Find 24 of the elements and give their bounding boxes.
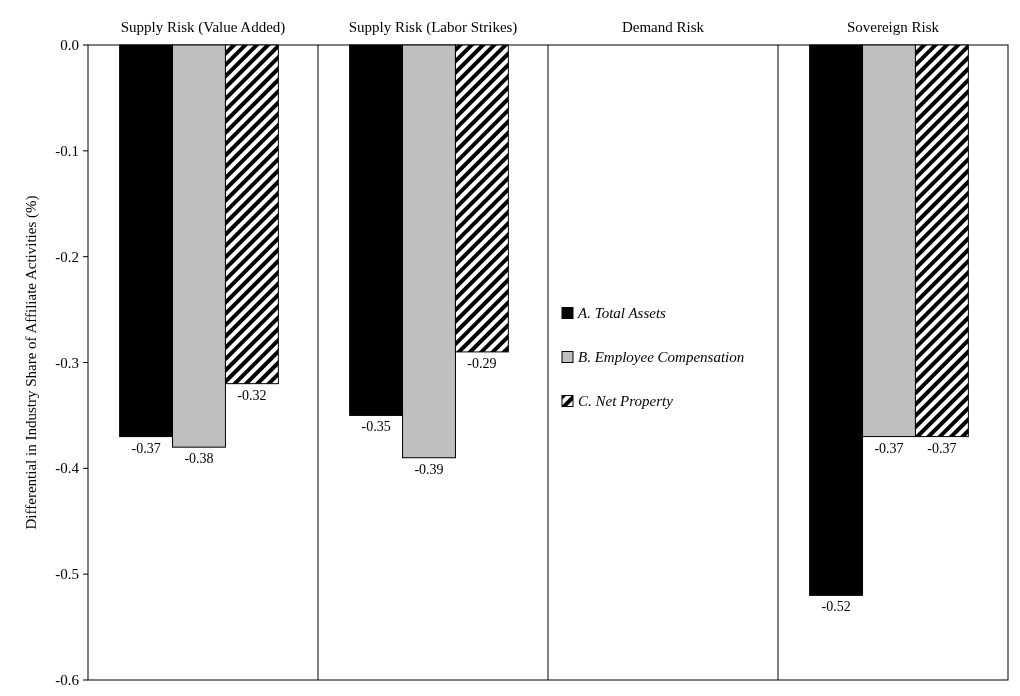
data-label: -0.38 — [184, 451, 214, 467]
y-tick-label: -0.6 — [55, 672, 80, 688]
data-label: -0.32 — [237, 387, 267, 403]
y-tick-label: 0.0 — [60, 37, 79, 53]
legend-label: A. Total Assets — [577, 304, 667, 321]
data-label: -0.37 — [927, 440, 957, 456]
data-label: -0.39 — [414, 461, 444, 477]
data-label: -0.52 — [821, 599, 851, 615]
data-label: -0.37 — [874, 440, 904, 456]
x-tick-label: Supply Risk (Labor Strikes) — [348, 19, 518, 36]
legend-label: B. Employee Compensation — [578, 348, 745, 365]
y-tick-label: -0.4 — [55, 460, 80, 477]
data-label: -0.37 — [131, 440, 161, 456]
legend-label: C. Net Property — [578, 392, 674, 409]
y-tick-label: -0.5 — [55, 566, 79, 583]
y-tick-label: -0.3 — [55, 354, 79, 371]
y-tick-label: -0.1 — [55, 142, 79, 159]
x-tick-label: Supply Risk (Value Added) — [120, 19, 286, 36]
data-label: -0.35 — [361, 419, 391, 435]
y-tick-label: -0.2 — [55, 248, 79, 265]
x-tick-label: Demand Risk — [621, 19, 705, 35]
data-label: -0.29 — [467, 355, 497, 371]
x-tick-label: Sovereign Risk — [846, 19, 940, 35]
y-axis-title: Differential in Industry Share of Affiliate Activities (%) — [23, 195, 40, 530]
